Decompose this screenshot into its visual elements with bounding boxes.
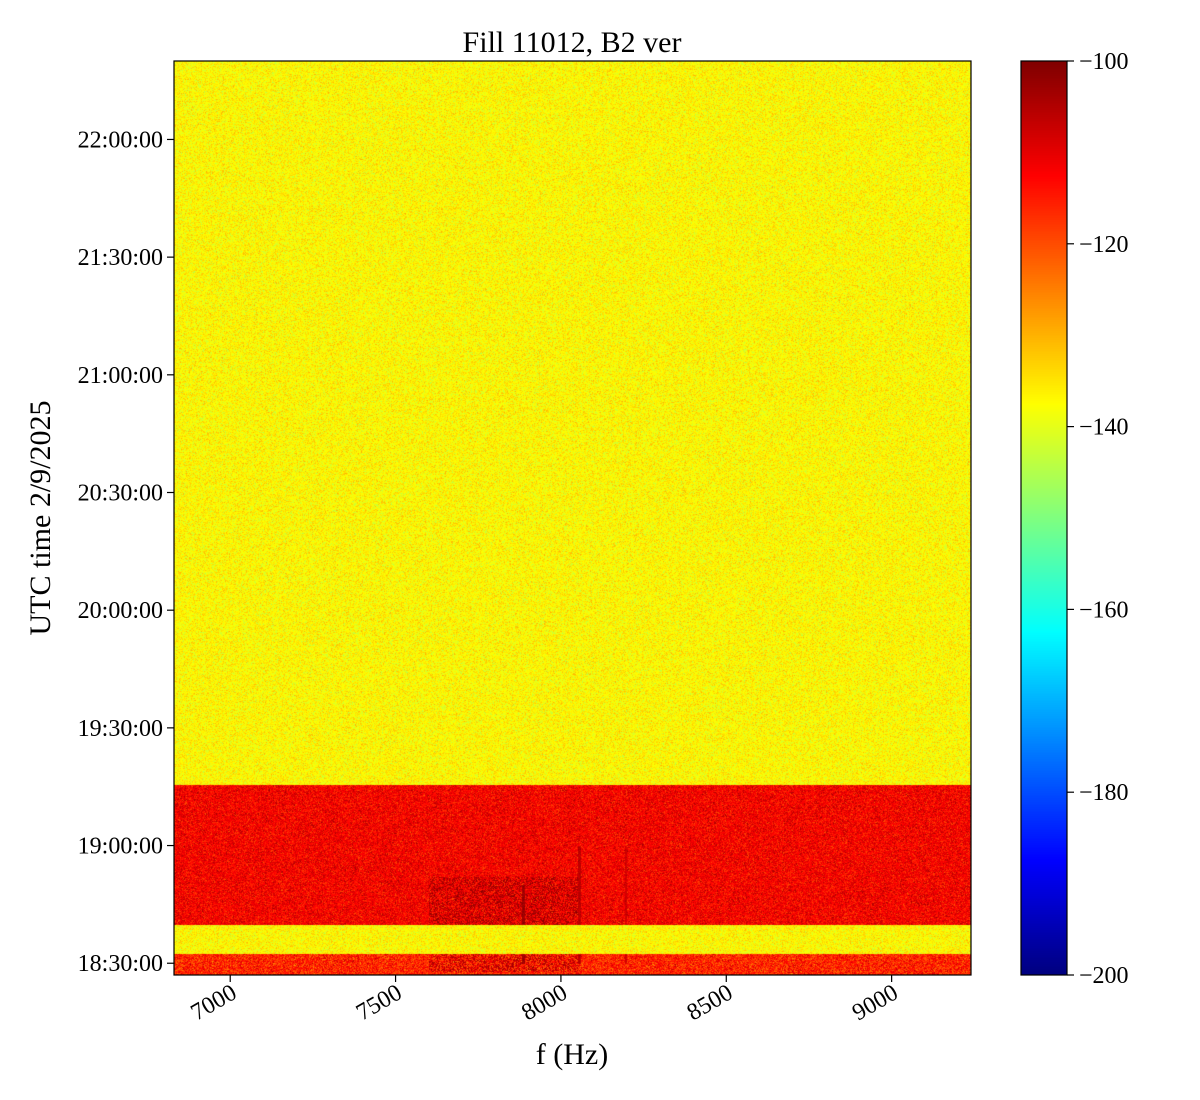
colorbar-frame [1020, 60, 1068, 976]
colorbar-axis: −100 −120 −140 −160 −180 −200 [1067, 49, 1129, 989]
x-tick-label: 9000 [848, 980, 903, 1027]
x-axis: 7000 7500 8000 8500 9000 [187, 975, 903, 1026]
colorbar-gradient [1021, 61, 1067, 975]
colorbar-tick-label: −140 [1079, 415, 1129, 441]
spectrogram-image [174, 61, 971, 975]
colorbar-tick-label: −200 [1079, 963, 1129, 989]
x-tick-label: 8500 [683, 980, 738, 1027]
colorbar-tick-label: −180 [1079, 780, 1129, 806]
x-tick-label: 8000 [517, 980, 572, 1027]
colorbar-tick-label: −160 [1079, 597, 1129, 623]
chart-title: Fill 11012, B2 ver [463, 26, 682, 59]
colorbar-tick-label: −100 [1079, 49, 1129, 75]
y-tick-label: 20:30:00 [78, 481, 163, 507]
x-tick-label: 7500 [352, 980, 407, 1027]
colorbar-tick-label: −120 [1079, 232, 1129, 258]
y-tick-label: 19:30:00 [78, 716, 163, 742]
plot-frame [173, 60, 972, 976]
y-tick-label: 20:00:00 [78, 598, 163, 624]
y-tick-label: 22:00:00 [78, 127, 163, 153]
y-tick-label: 19:00:00 [78, 834, 163, 860]
y-tick-label: 18:30:00 [78, 951, 163, 977]
y-axis: 18:30:00 19:00:00 19:30:00 20:00:00 20:30:00… [78, 127, 174, 977]
y-axis-label: UTC time 2/9/2025 [24, 401, 57, 636]
x-tick-label: 7000 [187, 980, 242, 1027]
x-axis-label: f (Hz) [536, 1038, 608, 1071]
y-tick-label: 21:00:00 [78, 363, 163, 389]
y-tick-label: 21:30:00 [78, 245, 163, 271]
